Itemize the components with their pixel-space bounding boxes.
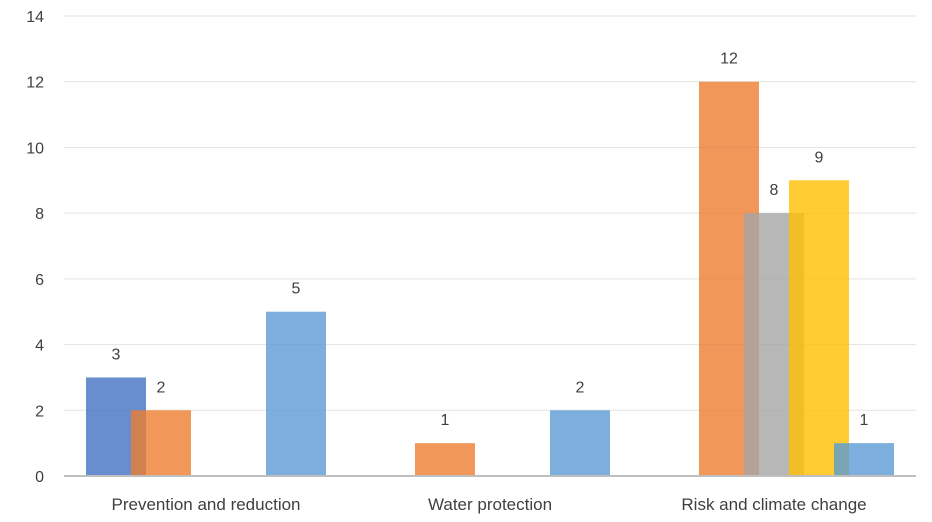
data-label: 12 [720, 51, 738, 68]
bar [789, 180, 849, 477]
bar [131, 410, 191, 476]
bar [266, 311, 326, 476]
category-label: Water protection [428, 495, 552, 514]
data-label: 2 [576, 379, 585, 396]
y-tick-label: 10 [26, 140, 44, 157]
y-tick-label: 4 [35, 338, 44, 355]
data-label: 3 [112, 346, 121, 363]
y-tick-label: 0 [35, 469, 44, 486]
data-label: 2 [157, 379, 166, 396]
category-label: Risk and climate change [681, 495, 866, 514]
category-label: Prevention and reduction [111, 495, 300, 514]
data-label: 1 [860, 412, 869, 429]
data-label: 9 [815, 149, 824, 166]
y-tick-label: 14 [26, 9, 44, 26]
data-label: 5 [292, 281, 301, 298]
y-tick-label: 2 [35, 403, 44, 420]
category-labels: Prevention and reduction Water protection… [111, 495, 866, 514]
y-tick-label: 8 [35, 206, 44, 223]
bar [550, 410, 610, 476]
data-label: 1 [441, 412, 450, 429]
bars [86, 81, 894, 477]
y-tick-label: 12 [26, 75, 44, 92]
bar [834, 443, 894, 476]
data-label: 8 [770, 182, 779, 199]
y-tick-label: 6 [35, 272, 44, 289]
bar [415, 443, 475, 476]
y-axis-ticks: 0 2 4 6 8 10 12 14 [26, 9, 44, 486]
gridlines [64, 15, 916, 411]
